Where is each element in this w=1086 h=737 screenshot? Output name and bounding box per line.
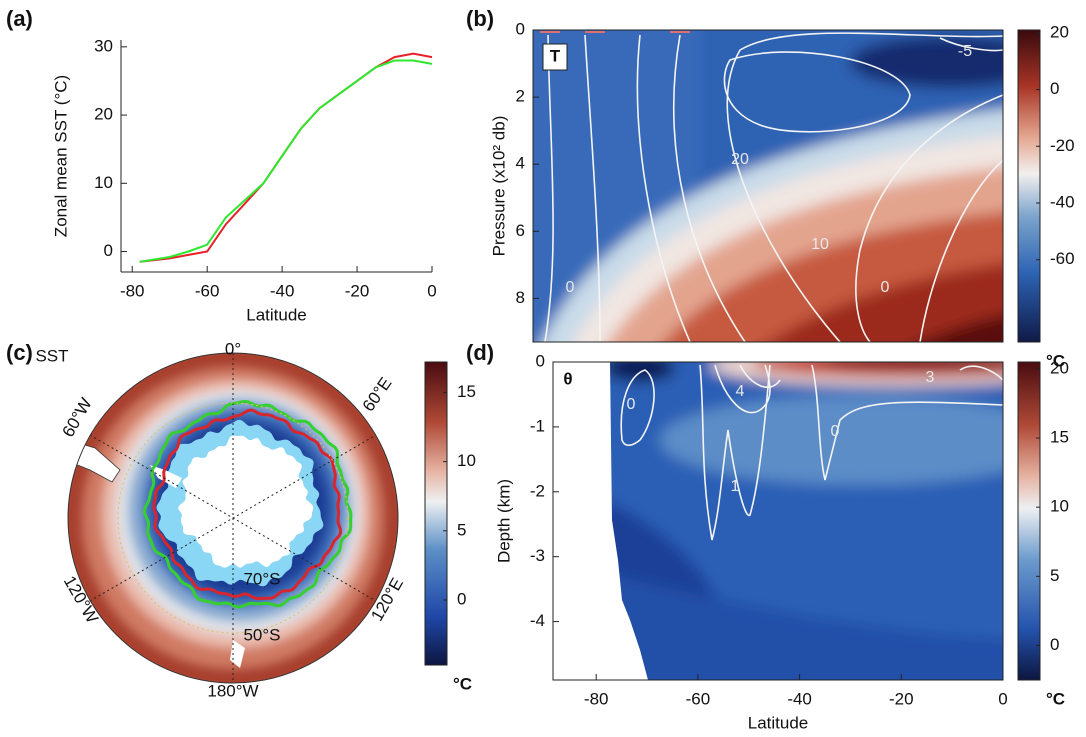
- colorbar-unit: °C: [453, 674, 472, 693]
- y-tick-label: -2: [530, 481, 545, 500]
- y-tick-label: 8: [516, 288, 525, 307]
- x-tick-label: -60: [195, 281, 220, 300]
- x-axis-label: Latitude: [246, 305, 307, 324]
- series-line: [139, 59, 433, 263]
- x-tick-label: -20: [345, 281, 370, 300]
- contour-label: 0: [627, 396, 636, 413]
- land-mask: [553, 362, 648, 680]
- x-tick-label: -80: [120, 281, 145, 300]
- y-tick-label: 20: [94, 105, 113, 124]
- panel-label: (c): [6, 340, 33, 365]
- colorbar-tick-label: 20: [1050, 358, 1069, 377]
- colorbar-tick-label: 0: [1050, 79, 1059, 98]
- y-tick-label: -1: [530, 416, 545, 435]
- y-tick-label: 0: [104, 241, 113, 260]
- contour-label: 3: [926, 369, 935, 386]
- colorbar-tick-label: -40: [1050, 193, 1075, 212]
- colorbar-tick-label: 10: [457, 451, 476, 470]
- map-label: 50°S: [243, 625, 280, 644]
- y-axis-label: Zonal mean SST (°C): [51, 75, 70, 237]
- field-label: T: [550, 46, 561, 65]
- panel-label: (b): [466, 6, 494, 31]
- sst-map: [68, 353, 398, 683]
- contour-label: 0: [566, 279, 575, 296]
- colorbar: [1017, 29, 1041, 343]
- panel-label: (d): [466, 340, 494, 365]
- colorbar-unit: °C: [1046, 689, 1065, 708]
- colorbar-tick-label: 20: [1050, 22, 1069, 41]
- peninsula: [150, 465, 182, 488]
- map-frame: [67, 352, 399, 684]
- x-tick-label: -20: [889, 689, 914, 708]
- y-axis-label: Pressure (x10² db): [489, 116, 508, 257]
- colorbar-tick-label: 10: [1050, 497, 1069, 516]
- plot-frame: [552, 361, 1004, 681]
- y-tick-label: -4: [530, 611, 545, 630]
- contour-loop: [152, 408, 343, 601]
- x-tick-label: -80: [584, 689, 609, 708]
- colorbar-tick-label: 15: [1050, 428, 1069, 447]
- colorbar-tick-label: -20: [1050, 136, 1075, 155]
- map-label: 180°W: [207, 681, 258, 700]
- series-line: [139, 52, 433, 263]
- x-tick-label: -60: [686, 689, 711, 708]
- colorbar-tick-label: -60: [1050, 249, 1075, 268]
- contour-label: 1: [731, 478, 740, 495]
- y-axis-label: Depth (km): [494, 479, 513, 563]
- colorbar-tick-label: 15: [457, 382, 476, 401]
- contour-label: -5: [958, 43, 972, 60]
- temperature-field: [533, 30, 1003, 342]
- antarctica: [178, 435, 314, 568]
- map-label: 70°S: [243, 569, 280, 588]
- contour-label: 10: [811, 236, 829, 253]
- field-label-box: [542, 43, 568, 71]
- new-zealand: [230, 640, 245, 668]
- y-tick-label: 0: [516, 19, 525, 38]
- x-tick-label: -40: [787, 689, 812, 708]
- y-tick-label: 10: [94, 173, 113, 192]
- graticule: [89, 353, 377, 683]
- x-tick-label: 0: [427, 281, 436, 300]
- contour-loop: [142, 399, 353, 609]
- contour-label: 0: [831, 423, 840, 440]
- x-tick-label: -40: [270, 281, 295, 300]
- field-label: SST: [35, 346, 68, 365]
- map-label: 0°: [225, 339, 241, 358]
- colorbar-tick-label: 0: [457, 589, 466, 608]
- x-tick-label: 0: [998, 689, 1007, 708]
- map-label: 60°E: [359, 374, 396, 415]
- y-tick-label: 30: [94, 36, 113, 55]
- field-label: θ: [563, 369, 572, 388]
- y-tick-label: -3: [530, 546, 545, 565]
- contour-label: 0: [881, 279, 890, 296]
- plot-frame: [532, 29, 1004, 343]
- y-tick-label: 6: [516, 221, 525, 240]
- colorbar-tick-label: 0: [1050, 635, 1059, 654]
- panel-label: (a): [6, 6, 33, 31]
- colorbar: [1017, 361, 1041, 681]
- colorbar-unit: °C: [1046, 351, 1065, 370]
- colorbar: [424, 361, 448, 666]
- y-tick-label: 0: [536, 351, 545, 370]
- colorbar-tick-label: 5: [457, 520, 466, 539]
- y-tick-label: 4: [516, 154, 525, 173]
- colorbar-tick-label: 5: [1050, 566, 1059, 585]
- map-label: 60°W: [58, 395, 95, 441]
- contour-label: 4: [736, 383, 745, 400]
- x-axis-label: Latitude: [748, 713, 809, 732]
- contour-label: 20: [731, 151, 749, 168]
- y-tick-label: 2: [516, 87, 525, 106]
